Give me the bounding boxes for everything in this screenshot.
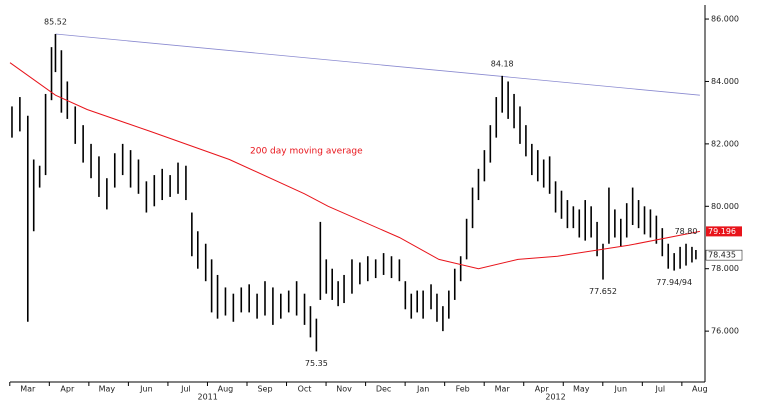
x-tick-label: Jun — [139, 385, 153, 394]
annotation: 84.18 — [491, 59, 514, 68]
x-tick-label: Aug — [692, 385, 708, 394]
x-tick-label: Mar — [20, 385, 36, 394]
x-tick-label: May — [573, 385, 590, 394]
year-label: 2012 — [545, 393, 565, 400]
x-tick-label: Apr — [60, 385, 75, 394]
x-tick-label: Jan — [416, 385, 429, 394]
x-tick-label: Sep — [257, 385, 272, 394]
x-tick-label: Dec — [376, 385, 391, 394]
trend-line — [55, 33, 700, 96]
annotation: 78.80 — [675, 227, 698, 236]
x-tick-label: Nov — [336, 385, 352, 394]
x-tick-label: Mar — [495, 385, 511, 394]
x-tick-label: Aug — [218, 385, 234, 394]
annotation: 77.652 — [589, 287, 617, 296]
y-tick-label: 80.000 — [711, 202, 739, 211]
x-tick-label: May — [99, 385, 116, 394]
close-tag — [705, 249, 743, 261]
moving-average-line — [9, 62, 700, 270]
y-tick-label: 86.000 — [711, 15, 739, 24]
y-tick-label: 78.000 — [711, 264, 739, 273]
x-tick-label: Feb — [456, 385, 470, 394]
y-tick-label: 84.000 — [711, 77, 739, 86]
x-tick-label: Apr — [535, 385, 550, 394]
x-tick-label: Jul — [180, 385, 191, 394]
annotation: 85.52 — [44, 18, 67, 27]
x-tick-label: Oct — [298, 385, 312, 394]
ma-last-tag — [706, 226, 742, 237]
x-tick-label: Jun — [614, 385, 628, 394]
annotation: 75.35 — [305, 359, 328, 368]
annotation: 77.94/94 — [656, 278, 692, 287]
year-label: 2011 — [197, 393, 217, 400]
y-tick-label: 82.000 — [711, 139, 739, 148]
ma-last-value: 79.196 — [708, 227, 736, 236]
y-tick-label: 76.000 — [711, 327, 739, 336]
ma-label: 200 day moving average — [250, 147, 363, 157]
close-last-value: 78.435 — [708, 251, 736, 260]
x-tick-label: Jul — [654, 385, 665, 394]
